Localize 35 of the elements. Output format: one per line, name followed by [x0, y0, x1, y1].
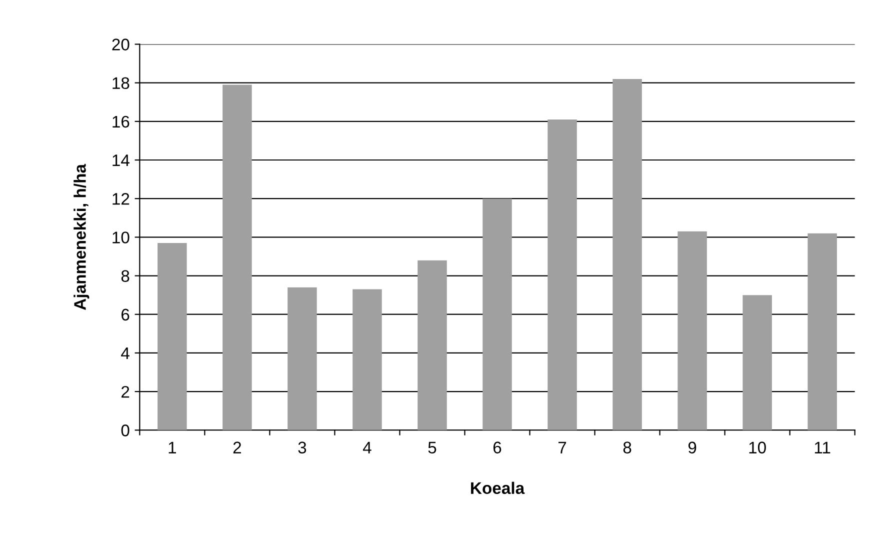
y-tick-label: 14 [112, 154, 130, 166]
bar [482, 198, 512, 430]
y-tick-label: 12 [112, 192, 130, 205]
bar [548, 119, 577, 430]
x-tick-label: 8 [623, 442, 632, 454]
y-tick-label: 20 [112, 38, 130, 50]
bar [742, 295, 772, 430]
y-axis-title: Ajanmenekki, h/ha [74, 164, 90, 310]
x-tick-label: 5 [428, 442, 436, 454]
x-axis-title: Koeala [471, 482, 525, 494]
bar [808, 233, 837, 430]
x-tick-label: 9 [688, 442, 696, 454]
x-tick-label: 10 [749, 442, 766, 454]
bar [158, 242, 187, 430]
x-tick-label: 11 [814, 442, 830, 454]
x-tick-label: 6 [493, 442, 502, 454]
y-tick-label: 16 [112, 116, 130, 128]
x-tick-label: 1 [168, 442, 176, 454]
y-tick-label: 4 [121, 348, 130, 359]
bar [288, 287, 317, 430]
y-tick-label: 0 [121, 424, 130, 436]
y-tick-label: 2 [122, 386, 130, 398]
bar [612, 78, 642, 430]
y-tick-label: 8 [121, 270, 130, 282]
bar [418, 260, 447, 430]
y-tick-label: 18 [112, 77, 130, 90]
y-tick-label: 10 [112, 232, 130, 244]
x-tick-label: 7 [558, 442, 566, 454]
x-tick-label: 4 [362, 442, 372, 454]
bar [352, 289, 382, 430]
x-tick-label: 2 [233, 442, 241, 454]
x-tick-label: 3 [298, 442, 306, 454]
y-tick-label: 6 [122, 308, 130, 321]
bar [222, 84, 252, 430]
bar [678, 231, 707, 430]
